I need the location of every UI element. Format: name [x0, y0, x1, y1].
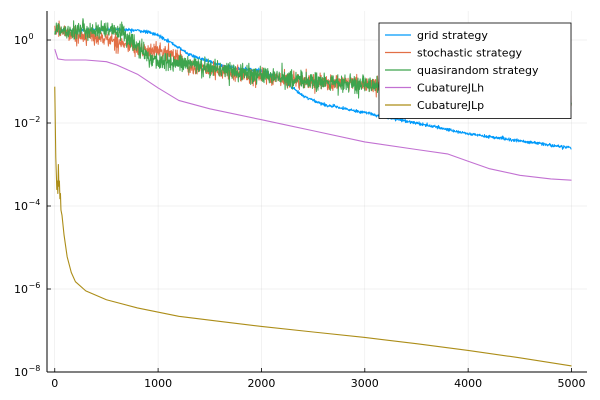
- y-tick-label: 10 0: [14, 32, 34, 47]
- y-tick-base: 10: [14, 200, 28, 213]
- y-tick-label: 10 −6: [14, 281, 40, 296]
- legend-item: stochastic strategy: [385, 47, 523, 60]
- y-tick-label: 10 −4: [14, 198, 40, 213]
- y-tick-base: 10: [14, 366, 28, 379]
- y-tick-exponent: 0: [29, 32, 34, 41]
- y-tick-base: 10: [14, 283, 28, 296]
- series-line-cubaturejlh: [54, 49, 572, 181]
- y-tick-label: 10 −8: [14, 364, 40, 379]
- legend-item: grid strategy: [385, 29, 488, 42]
- y-tick-exponent: −4: [29, 198, 41, 207]
- x-tick-label: 0: [51, 377, 58, 390]
- x-tick-label: 4000: [454, 377, 482, 390]
- y-tick-label: 10 −2: [14, 115, 40, 130]
- y-tick-exponent: −2: [29, 115, 41, 124]
- x-tick-label: 3000: [351, 377, 379, 390]
- legend-label: grid strategy: [417, 29, 488, 42]
- y-tick-exponent: −6: [29, 281, 41, 290]
- legend-box: [378, 22, 572, 119]
- x-tick-label: 2000: [247, 377, 275, 390]
- legend: grid strategy stochastic strategy quasiran…: [378, 22, 572, 119]
- legend-item: quasirandom strategy: [385, 64, 539, 77]
- x-tick-label: 5000: [557, 377, 585, 390]
- x-tick-label: 1000: [144, 377, 172, 390]
- legend-label: quasirandom strategy: [417, 64, 539, 77]
- legend-item: CubatureJLp: [385, 99, 484, 112]
- y-tick-base: 10: [14, 34, 28, 47]
- legend-label: CubatureJLh: [417, 82, 484, 95]
- series-line-grid-strategy: [54, 26, 572, 150]
- y-tick-base: 10: [14, 117, 28, 130]
- legend-label: stochastic strategy: [417, 47, 523, 60]
- legend-label: CubatureJLp: [417, 99, 484, 112]
- legend-item: CubatureJLh: [385, 82, 484, 95]
- y-tick-exponent: −8: [29, 364, 41, 373]
- series-line-cubaturejlp: [54, 86, 572, 367]
